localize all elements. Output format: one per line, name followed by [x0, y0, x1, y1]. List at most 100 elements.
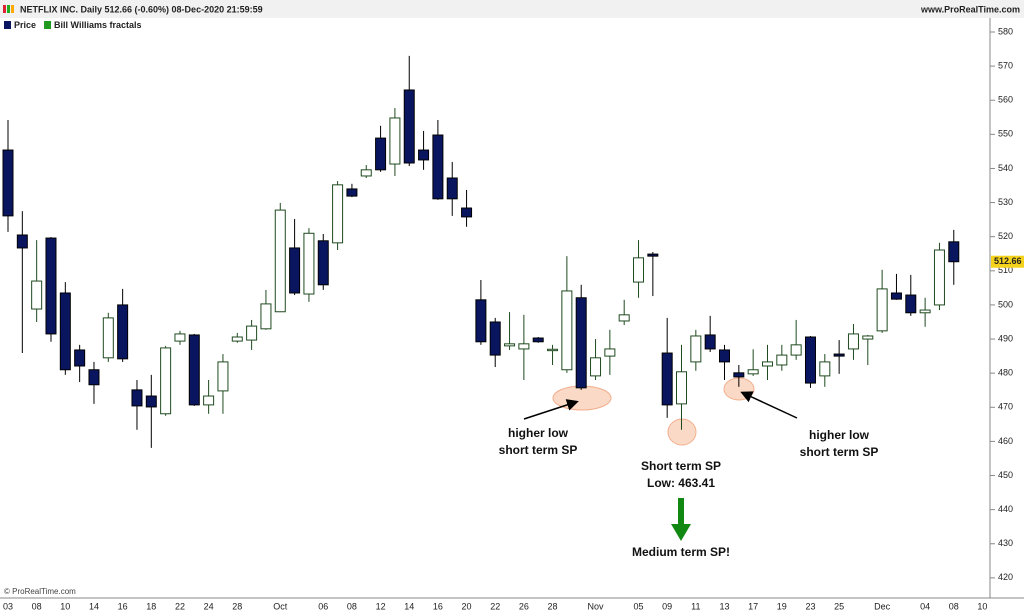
y-tick-label: 580	[998, 26, 1013, 36]
y-tick-label: 550	[998, 129, 1013, 139]
candle-body	[590, 357, 602, 377]
candle-body	[217, 361, 229, 392]
x-tick-label: 03	[3, 601, 13, 611]
y-tick-label: 560	[998, 95, 1013, 105]
candle-body	[303, 232, 315, 295]
x-tick-label: 09	[662, 601, 672, 611]
candle-body	[819, 361, 831, 377]
x-tick-label: 24	[204, 601, 214, 611]
candle-body	[876, 288, 888, 332]
candle-body	[833, 353, 845, 357]
legend-label: Bill Williams fractals	[54, 20, 141, 30]
candle-body	[246, 325, 258, 341]
candle-body	[203, 395, 215, 406]
candle-body	[45, 237, 57, 335]
candle-body	[847, 333, 859, 350]
candle-body	[862, 335, 874, 340]
candle-body	[761, 361, 773, 367]
candle-body	[332, 184, 344, 244]
x-tick-label: 28	[232, 601, 242, 611]
candle-body	[274, 209, 286, 313]
candle-body	[231, 336, 243, 342]
candle-body	[59, 292, 71, 371]
candle-body	[2, 149, 14, 217]
y-tick-label: 460	[998, 436, 1013, 446]
candle-body	[804, 336, 816, 384]
x-tick-label: 16	[118, 601, 128, 611]
x-tick-label: 05	[634, 601, 644, 611]
y-tick-label: 520	[998, 231, 1013, 241]
candle-body	[504, 343, 516, 347]
candle-body	[475, 299, 487, 343]
x-tick-label: 12	[376, 601, 386, 611]
x-tick-label: 26	[519, 601, 529, 611]
candle-body	[919, 309, 931, 314]
x-tick-label: 06	[318, 601, 328, 611]
candle-body	[676, 371, 688, 405]
candle-body	[446, 177, 458, 200]
candle-body	[776, 354, 788, 366]
candle-body	[532, 337, 544, 343]
annotation: Short term SP	[641, 459, 721, 473]
y-tick-label: 440	[998, 504, 1013, 514]
candle-body	[547, 348, 559, 352]
chart-title: NETFLIX INC. Daily 512.66 (-0.60%) 08-De…	[20, 4, 263, 14]
y-tick-label: 430	[998, 538, 1013, 548]
y-tick-label: 500	[998, 299, 1013, 309]
x-tick-label: 14	[404, 601, 414, 611]
arrow	[740, 391, 798, 419]
candle-body	[145, 395, 157, 408]
candle-body	[389, 117, 401, 165]
y-tick-label: 470	[998, 402, 1013, 412]
candle-body	[890, 292, 902, 300]
annotation: short term SP	[499, 443, 578, 457]
candle-body	[704, 334, 716, 350]
candle-body	[74, 349, 86, 367]
candle-body	[661, 352, 673, 406]
y-tick-label: 420	[998, 572, 1013, 582]
candle-body	[518, 343, 530, 350]
y-tick-label: 570	[998, 60, 1013, 70]
x-tick-label: 13	[719, 601, 729, 611]
x-tick-label: 14	[89, 601, 99, 611]
candle-body	[905, 294, 917, 314]
last-price-label: 512.66	[994, 256, 1022, 266]
candle-body	[16, 234, 28, 249]
candle-body	[432, 134, 444, 200]
candle-body	[360, 169, 372, 177]
candle-body	[690, 335, 702, 363]
x-tick-label: 18	[146, 601, 156, 611]
x-tick-label: 11	[691, 601, 700, 611]
candle-body	[131, 389, 143, 407]
x-tick-label: 16	[433, 601, 443, 611]
icon	[3, 5, 6, 13]
candle-body	[88, 369, 100, 386]
annotation: Low: 463.41	[647, 476, 715, 490]
candle-body	[102, 317, 114, 359]
x-tick-label: 22	[175, 601, 185, 611]
x-tick-label: 04	[920, 601, 930, 611]
green-arrow	[671, 524, 691, 541]
annotation: Medium term SP!	[632, 545, 730, 559]
legend-swatch	[44, 21, 52, 29]
title-bar	[0, 0, 1024, 18]
x-tick-label: 19	[777, 601, 787, 611]
icon	[7, 5, 10, 13]
x-tick-label: 08	[32, 601, 42, 611]
source: www.ProRealTime.com	[920, 4, 1020, 14]
green-arrow	[678, 498, 684, 524]
candle-body	[403, 89, 415, 164]
legend-swatch	[4, 21, 11, 29]
icon	[11, 5, 14, 13]
y-tick-label: 510	[998, 265, 1013, 275]
candle-body	[647, 253, 659, 257]
candle-body	[575, 297, 587, 389]
candle-body	[160, 347, 172, 415]
candle-body	[174, 333, 186, 342]
x-tick-label: 10	[60, 601, 70, 611]
x-tick-label: 20	[462, 601, 472, 611]
annotation: higher low	[809, 428, 870, 442]
